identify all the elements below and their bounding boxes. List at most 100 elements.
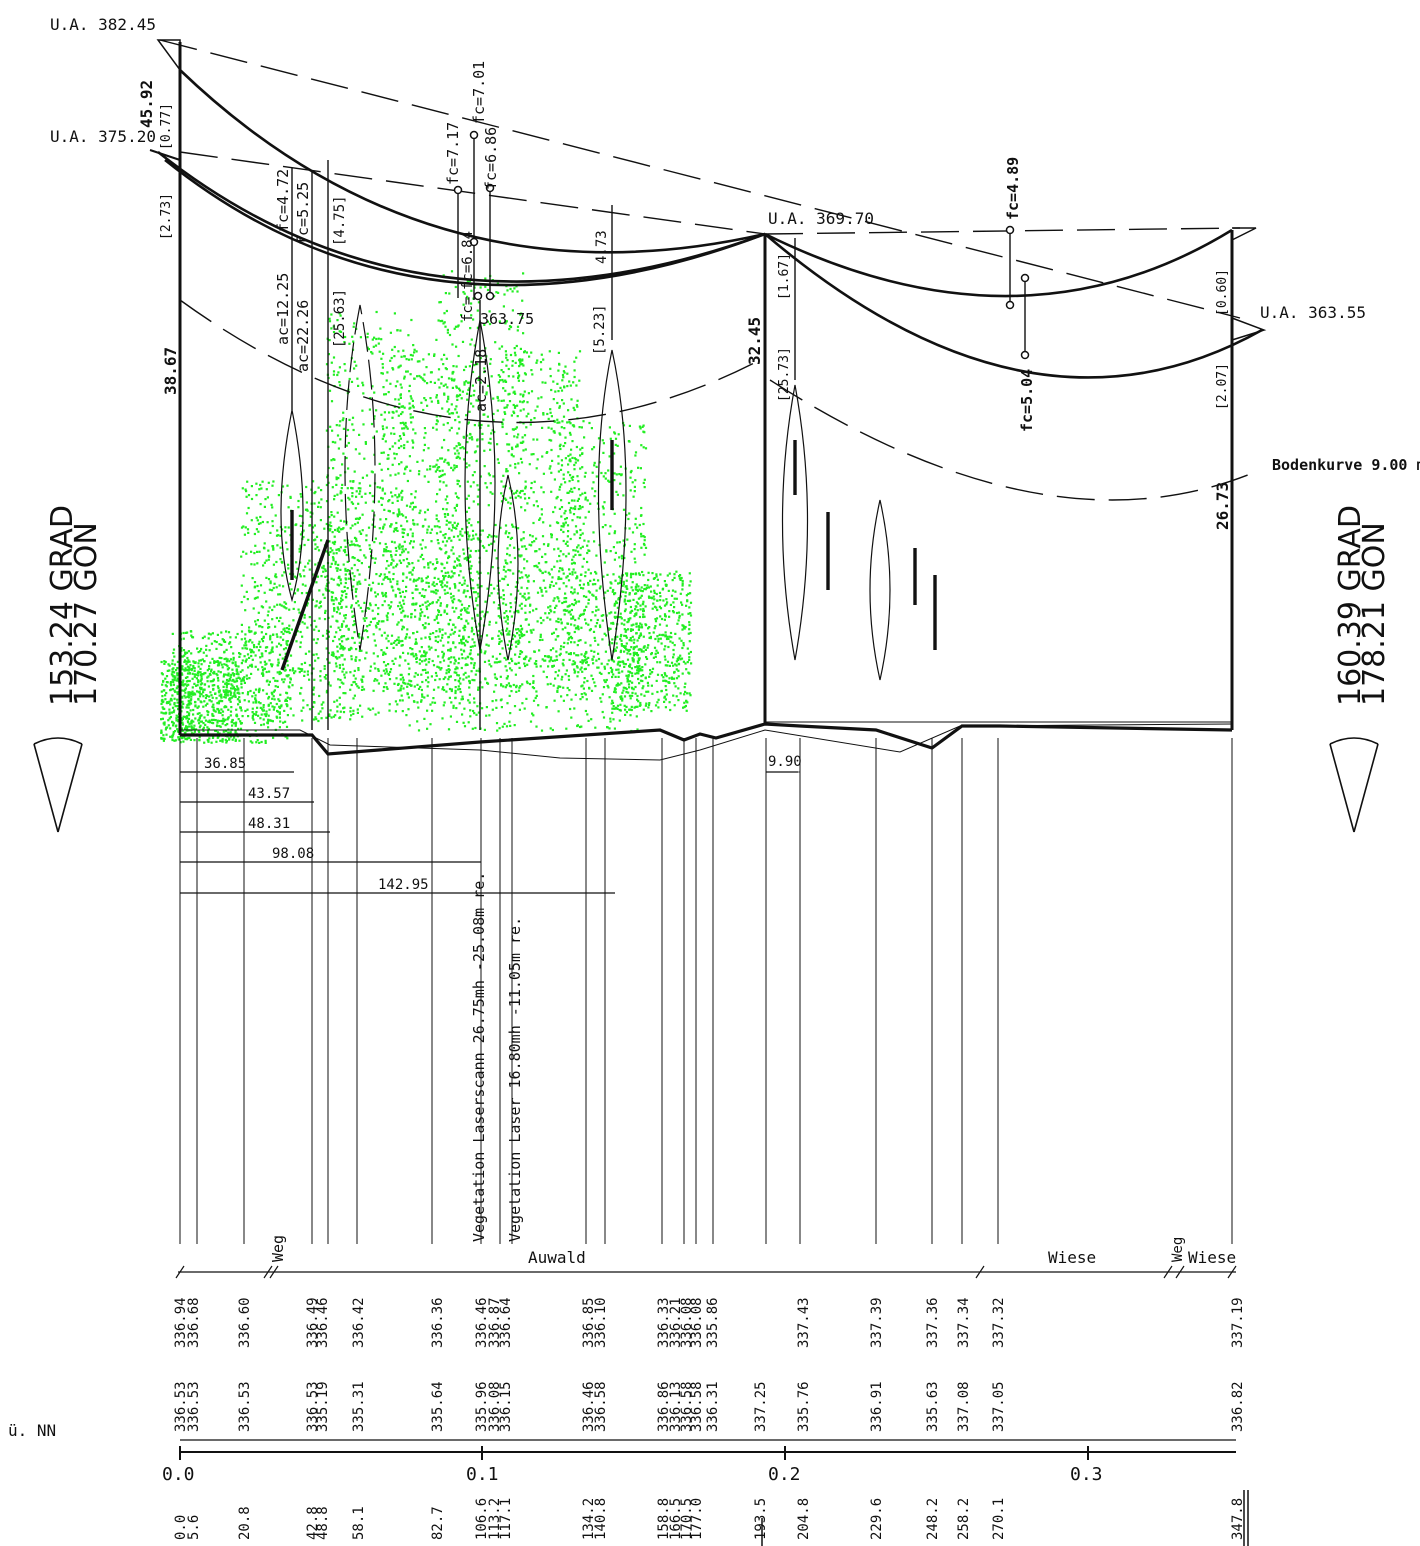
- vegetation-point: [340, 625, 343, 628]
- vegetation-point: [476, 326, 479, 329]
- vegetation-point: [638, 588, 641, 591]
- vegetation-point: [410, 616, 413, 619]
- vegetation-point: [435, 532, 439, 535]
- vegetation-point: [394, 593, 397, 596]
- vegetation-point: [606, 684, 609, 687]
- vegetation-point: [613, 558, 616, 561]
- vegetation-point: [332, 654, 335, 657]
- vegetation-point: [380, 674, 383, 677]
- vegetation-point: [532, 491, 535, 494]
- vegetation-point: [466, 584, 469, 587]
- vegetation-point: [173, 678, 176, 681]
- vegetation-point: [437, 599, 440, 602]
- vegetation-point: [183, 654, 186, 657]
- vegetation-point: [252, 607, 255, 610]
- vegetation-point: [635, 605, 638, 608]
- vegetation-point: [560, 389, 564, 392]
- vegetation-point: [375, 310, 378, 314]
- vegetation-point: [442, 507, 445, 511]
- vegetation-point: [252, 651, 255, 654]
- vegetation-point: [341, 623, 344, 626]
- vegetation-point: [355, 656, 358, 659]
- vegetation-point: [451, 371, 454, 374]
- vegetation-point: [231, 662, 234, 665]
- vegetation-point: [452, 535, 456, 538]
- vegetation-point: [427, 353, 430, 356]
- vegetation-point: [506, 622, 509, 625]
- vegetation-point: [516, 325, 520, 328]
- vegetation-point: [261, 666, 264, 669]
- vegetation-point: [567, 552, 570, 555]
- vegetation-point: [678, 575, 681, 578]
- vegetation-point: [544, 553, 547, 556]
- vegetation-point: [642, 522, 645, 526]
- vegetation-point: [395, 521, 398, 525]
- vegetation-point: [401, 421, 405, 424]
- vegetation-point: [567, 652, 571, 655]
- vegetation-point: [309, 511, 312, 514]
- vegetation-point: [409, 406, 412, 409]
- vegetation-point: [601, 693, 604, 696]
- vegetation-point: [181, 655, 184, 658]
- vegetation-point: [664, 685, 667, 688]
- vegetation-point: [412, 546, 415, 549]
- vegetation-point: [342, 411, 345, 414]
- vegetation-point: [286, 659, 289, 663]
- vegetation-point: [447, 671, 450, 674]
- vegetation-point: [377, 620, 381, 623]
- vegetation-point: [366, 346, 369, 349]
- vegetation-point: [535, 662, 538, 666]
- vegetation-point: [668, 610, 671, 613]
- vegetation-point: [277, 593, 280, 596]
- vegetation-point: [174, 690, 177, 693]
- vegetation-point: [437, 401, 440, 404]
- vegetation-point: [334, 655, 337, 659]
- vegetation-point: [416, 375, 419, 378]
- vegetation-point: [562, 415, 566, 418]
- vegetation-point: [402, 432, 405, 435]
- vegetation-point: [423, 566, 426, 569]
- vegetation-point: [657, 637, 660, 640]
- vegetation-point: [299, 524, 302, 527]
- vegetation-point: [647, 706, 650, 709]
- vegetation-point: [279, 534, 282, 537]
- vegetation-point: [592, 446, 596, 449]
- vegetation-point: [333, 540, 337, 543]
- vegetation-point: [571, 456, 574, 459]
- vegetation-point: [438, 475, 441, 478]
- vegetation-point: [243, 644, 246, 647]
- vegetation-point: [435, 463, 438, 466]
- vegetation-point: [344, 335, 347, 339]
- vegetation-point: [265, 670, 268, 674]
- vegetation-point: [675, 664, 678, 667]
- vegetation-point: [639, 467, 642, 470]
- vegetation-point: [254, 729, 257, 732]
- vegetation-point: [389, 550, 392, 553]
- vegetation-point: [447, 377, 451, 380]
- vegetation-point: [644, 704, 647, 707]
- vegetation-point: [512, 410, 515, 413]
- vegetation-point: [333, 515, 336, 518]
- vegetation-point: [622, 645, 625, 648]
- vegetation-point: [487, 441, 490, 444]
- vegetation-point: [440, 375, 443, 379]
- vegetation-point: [318, 617, 321, 620]
- vegetation-point: [569, 613, 572, 616]
- vegetation-point: [570, 487, 573, 490]
- vegetation-point: [221, 700, 224, 703]
- vegetation-point: [267, 683, 270, 686]
- vegetation-point: [407, 562, 410, 565]
- vegetation-point: [367, 707, 370, 710]
- vegetation-point: [387, 454, 390, 457]
- vegetation-point: [232, 658, 235, 661]
- vegetation-point: [364, 442, 367, 445]
- vegetation-point: [314, 543, 317, 546]
- vegetation-point: [427, 480, 430, 483]
- vegetation-point: [392, 578, 395, 581]
- vegetation-point: [206, 669, 209, 672]
- vegetation-point: [557, 547, 560, 550]
- vegetation-point: [653, 589, 656, 592]
- vegetation-point: [354, 507, 357, 510]
- vegetation-point: [364, 492, 367, 495]
- vegetation-point: [639, 701, 642, 705]
